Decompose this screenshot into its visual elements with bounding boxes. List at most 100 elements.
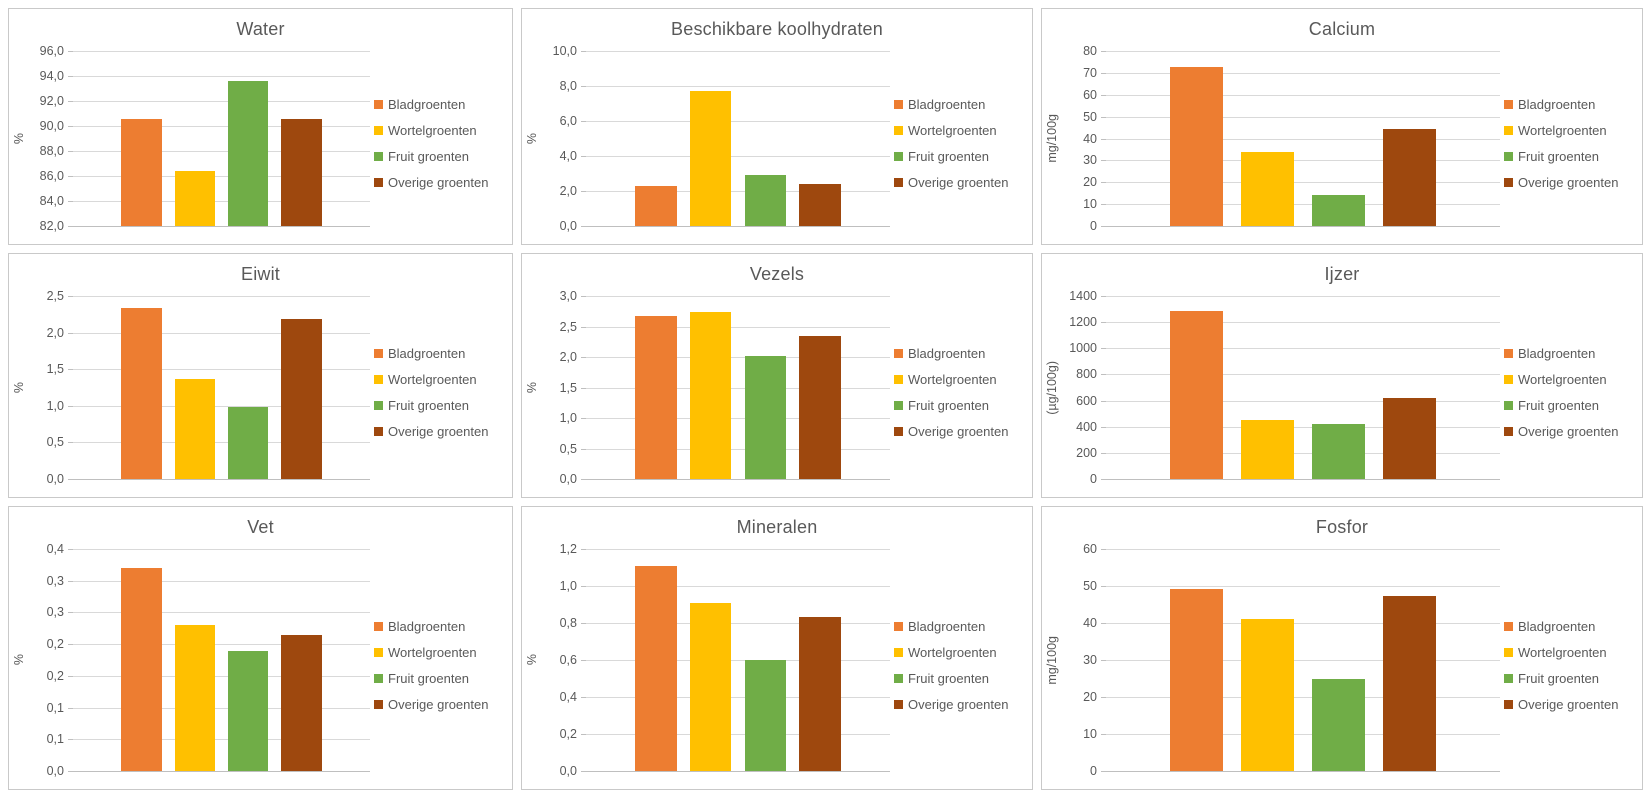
y-tick-label: 10 [1083,727,1097,741]
legend-marker-icon [374,647,383,657]
y-tick-label: 0,0 [46,472,64,486]
y-tick-label: 96,0 [39,44,64,58]
axis-tick-mark [1101,374,1106,376]
axis-tick-mark [581,771,586,772]
bar-wortelgroenten [174,625,215,771]
legend-label: Bladgroenten [388,618,466,634]
legend-marker-icon [894,647,903,657]
axis-tick-mark [1101,72,1106,74]
axis-tick-mark [68,126,73,127]
y-tick-label: 0,1 [46,732,64,747]
gridline [586,86,890,87]
gridline [1106,585,1500,587]
axis-tick-mark [581,121,586,122]
axis-tick-mark [1101,116,1106,118]
y-tick-label: 1,5 [46,362,64,377]
legend-item-overige-groenten: Overige groenten [1504,424,1642,439]
y-axis-title-text: % [12,132,26,145]
axis-tick-mark [1101,204,1106,206]
axis-tick-mark [68,580,73,582]
legend-item-bladgroenten: Bladgroenten [1504,346,1642,361]
y-tick-label: 2,5 [559,319,577,334]
y-axis-ticks-vezels: 3,0 2,5 2,0 1,5 1,0 0,5 0,0 [542,289,586,486]
gridline [586,479,890,480]
y-tick-label: 1400 [1069,289,1097,303]
legend-label: Fruit groenten [908,149,989,164]
gridline [73,612,370,614]
gridline [1106,182,1500,184]
axis-tick-mark [1101,138,1106,140]
axis-tick-mark [68,332,73,334]
bar-bladgroenten [1169,311,1224,479]
y-tick-label: 88,0 [39,144,64,158]
legend-item-overige-groenten: Overige groenten [894,424,1032,439]
legend-label: Fruit groenten [1518,670,1599,686]
y-tick-label: 1,0 [559,578,577,593]
y-tick-label: 0,0 [559,219,577,233]
legend-item-wortelgroenten: Wortelgroenten [894,645,1032,660]
y-tick-label: 0,4 [46,542,64,556]
legend-marker-icon [374,621,383,631]
y-tick-label: 0,4 [559,689,577,704]
axis-tick-mark [581,326,586,328]
legend-label: Fruit groenten [388,670,469,686]
bar-overige-groenten [1382,596,1437,771]
y-axis-title-text: mg/100g [1045,114,1059,163]
chart-title-eiwit: Eiwit [240,264,280,284]
bar-cluster-water [73,51,370,226]
gridline [73,675,370,677]
y-tick-label: 1000 [1069,341,1097,356]
axis-tick-mark [68,51,73,52]
axis-tick-mark [1101,94,1106,96]
chart-title-fosfor: Fosfor [1315,517,1369,537]
gridline [1106,94,1500,96]
axis-tick-mark [1101,182,1106,184]
legend-marker-icon [374,427,383,436]
chart-title-water: Water [236,19,285,39]
legend-label: Wortelgroenten [388,372,477,387]
axis-tick-mark [68,479,73,480]
bar-cluster-vet [73,549,370,771]
y-tick-label: 200 [1076,445,1097,460]
legend-marker-icon [1504,427,1513,436]
y-tick-label: 800 [1076,367,1097,382]
y-axis-title-mineralen: % [522,549,542,771]
gridline [1106,138,1500,140]
y-tick-label: 1200 [1069,315,1097,330]
axis-tick-mark [581,734,586,735]
plot-area-beschikbare-koolhydraten [581,51,890,227]
legend-marker-icon [374,152,383,161]
y-tick-label: 2,0 [559,350,577,364]
bar-cluster-mineralen [586,549,890,771]
y-tick-label: 90,0 [39,119,64,133]
axis-tick-mark [581,357,586,358]
bar-fruit-groenten [228,650,269,771]
y-axis-title-text: (µg/100g) [1045,360,1059,415]
plot-area-ijzer [1101,296,1500,480]
y-axis-title-vet: % [9,549,29,771]
y-tick-label: 10,0 [552,44,577,58]
legend-label: Wortelgroenten [388,123,477,138]
gridline [1106,348,1500,350]
gridline [1106,771,1500,772]
y-tick-label: 86,0 [39,169,64,183]
bar-fruit-groenten [744,356,787,479]
axis-tick-mark [68,612,73,614]
legend-item-overige-groenten: Overige groenten [374,697,512,712]
bar-fruit-groenten [1311,195,1366,226]
legend-item-wortelgroenten: Wortelgroenten [374,372,512,387]
axis-tick-mark [68,296,73,297]
legend-fosfor: Bladgroenten Wortelgroenten Fruit groenten… [1500,549,1642,771]
gridline [73,76,370,77]
legend-marker-icon [1504,699,1513,709]
legend-label: Bladgroenten [1518,346,1596,361]
y-tick-label: 2,0 [46,325,64,340]
bar-bladgroenten [121,568,162,771]
bar-cluster-fosfor [1106,549,1500,771]
axis-tick-mark [68,151,73,152]
y-tick-label: 82,0 [39,219,64,233]
chart-title-ijzer: Ijzer [1324,264,1360,284]
y-tick-label: 20 [1083,175,1097,190]
legend-label: Wortelgroenten [1518,372,1607,387]
gridline [73,707,370,709]
